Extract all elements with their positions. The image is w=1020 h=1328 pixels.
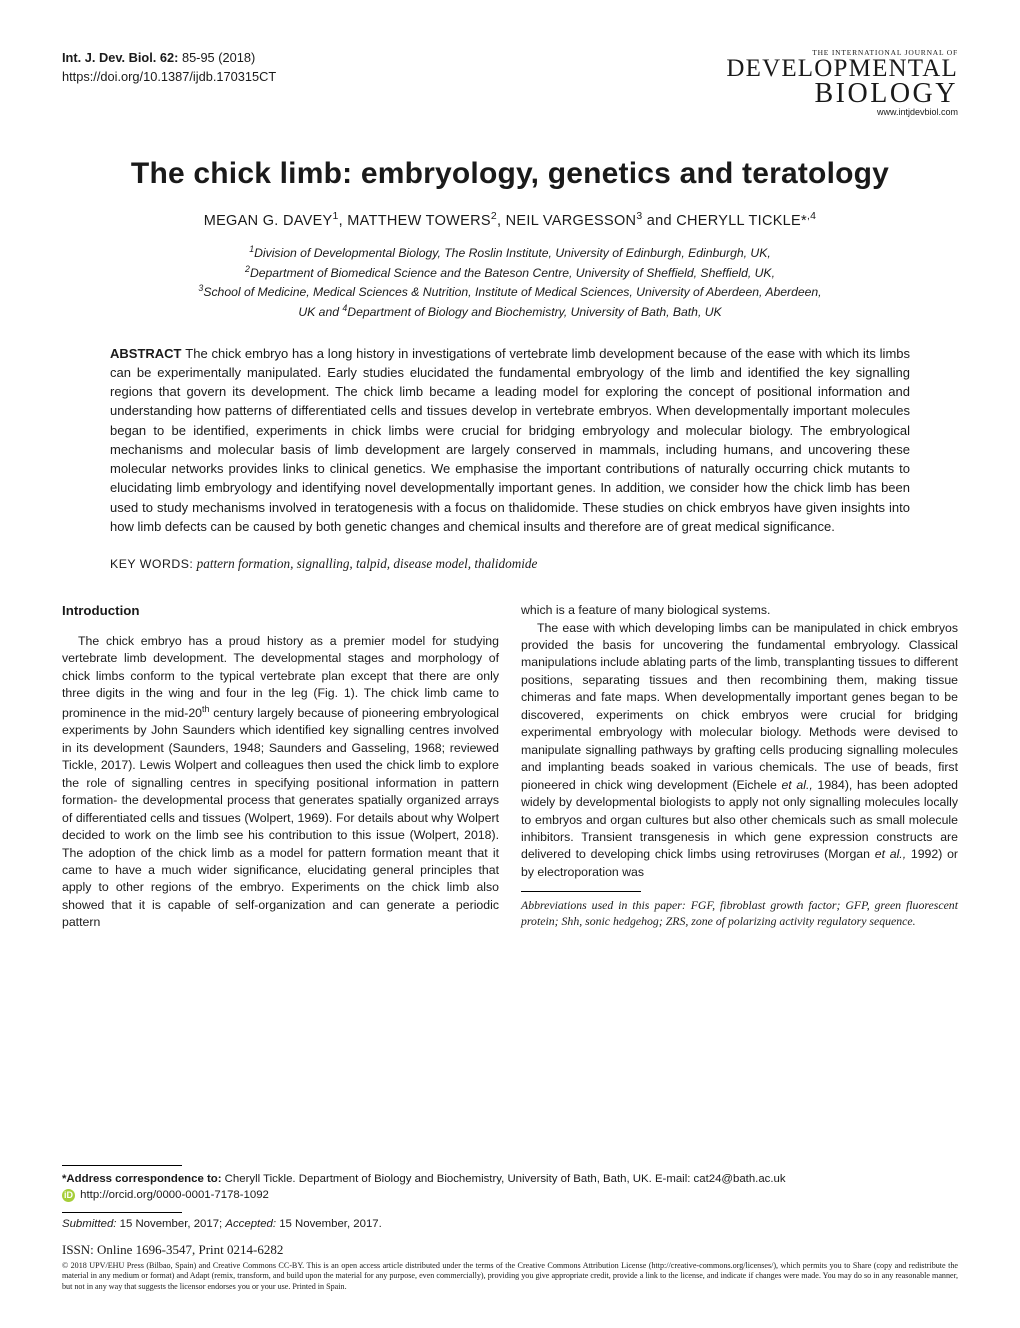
- intro-paragraph-1-cont: which is a feature of many biological sy…: [521, 602, 958, 619]
- authors-line: MEGAN G. DAVEY1, MATTHEW TOWERS2, NEIL V…: [62, 211, 958, 229]
- correspondence-text: Cheryll Tickle. Department of Biology an…: [222, 1173, 786, 1185]
- submitted-label: Submitted:: [62, 1218, 116, 1230]
- doi-link[interactable]: https://doi.org/10.1387/ijdb.170315CT: [62, 69, 276, 84]
- page-header: Int. J. Dev. Biol. 62: 85-95 (2018) http…: [62, 48, 958, 117]
- keywords-label: KEY WORDS:: [110, 557, 193, 571]
- abbrev-separator: [521, 891, 641, 892]
- article-title: The chick limb: embryology, genetics and…: [62, 157, 958, 191]
- journal-ref: Int. J. Dev. Biol. 62:: [62, 50, 178, 65]
- keywords-line: KEY WORDS: pattern formation, signalling…: [110, 556, 910, 572]
- accepted-date: 15 November, 2017.: [276, 1218, 382, 1230]
- submission-dates: Submitted: 15 November, 2017; Accepted: …: [62, 1218, 958, 1230]
- affiliations: 1Division of Developmental Biology, The …: [62, 243, 958, 322]
- logo-biology: BIOLOGY: [726, 81, 958, 106]
- abstract-label: ABSTRACT: [110, 346, 185, 361]
- body-columns: Introduction The chick embryo has a prou…: [62, 602, 958, 932]
- intro-paragraph-1: The chick embryo has a proud history as …: [62, 633, 499, 932]
- submitted-separator: [62, 1212, 182, 1213]
- copyright-text: © 2018 UPV/EHU Press (Bilbao, Spain) and…: [62, 1261, 958, 1292]
- abstract-text: The chick embryo has a long history in i…: [110, 346, 910, 534]
- orcid-link[interactable]: http://orcid.org/0000-0001-7178-1092: [77, 1189, 269, 1201]
- introduction-heading: Introduction: [62, 602, 499, 621]
- journal-pages: 85-95 (2018): [178, 50, 255, 65]
- correspondence-label: *Address correspondence to:: [62, 1173, 222, 1185]
- journal-citation: Int. J. Dev. Biol. 62: 85-95 (2018) http…: [62, 48, 276, 86]
- abstract-block: ABSTRACT The chick embryo has a long his…: [110, 344, 910, 536]
- intro-paragraph-2: The ease with which developing limbs can…: [521, 620, 958, 882]
- correspondence-block: *Address correspondence to: Cheryll Tick…: [62, 1171, 958, 1204]
- footer: *Address correspondence to: Cheryll Tick…: [62, 1157, 958, 1292]
- abbrev-label: Abbreviations used in this paper:: [521, 898, 686, 912]
- issn-line: ISSN: Online 1696-3547, Print 0214-6282: [62, 1242, 958, 1258]
- abbreviations-block: Abbreviations used in this paper: FGF, f…: [521, 898, 958, 930]
- submitted-date: 15 November, 2017;: [116, 1218, 225, 1230]
- column-right: which is a feature of many biological sy…: [521, 602, 958, 932]
- column-left: Introduction The chick embryo has a prou…: [62, 602, 499, 932]
- keywords-list: pattern formation, signalling, talpid, d…: [193, 556, 537, 571]
- journal-logo: THE INTERNATIONAL JOURNAL OF DEVELOPMENT…: [726, 48, 958, 117]
- correspondence-separator: [62, 1165, 182, 1166]
- accepted-label: Accepted:: [225, 1218, 276, 1230]
- orcid-icon: iD: [62, 1189, 75, 1202]
